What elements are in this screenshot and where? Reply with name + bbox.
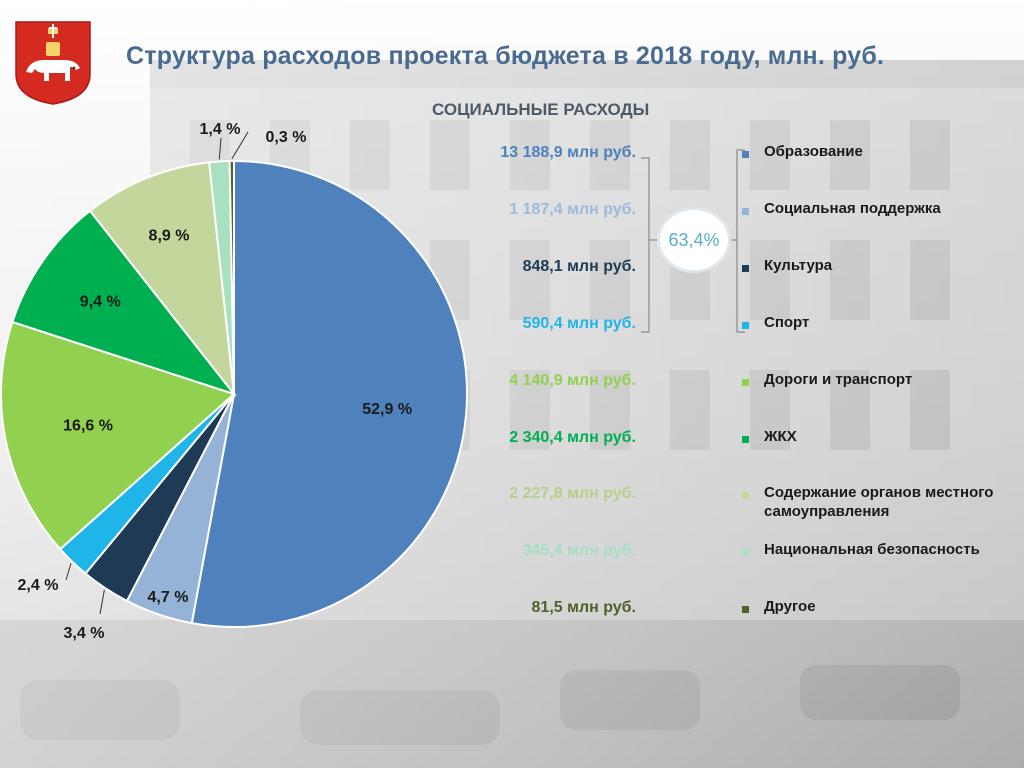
perm-coat-of-arms-icon [15,21,91,105]
pie-leader-line [231,131,249,160]
amount-value: 590,4 млн руб. [522,314,636,332]
legend-swatch [742,378,749,386]
pie-slice-label: 3,4 % [64,625,105,642]
legend-swatch [742,264,749,272]
legend-swatch [742,321,749,329]
legend-item: Культура [742,256,1018,275]
amount-value: 848,1 млн руб. [522,257,636,275]
pie-slice [11,209,237,396]
amount-value: 13 188,9 млн руб. [500,144,636,161]
legend-swatch [742,549,749,557]
pie-leader-line [65,563,72,581]
social-share-badge: 63,4% [657,207,731,273]
legend-item: Образование [742,142,1018,161]
pie-slice-label: 9,4 % [80,294,121,311]
amount-value: 4 140,9 млн руб. [509,371,636,389]
pie-leader-line [99,589,105,615]
pie-slice [88,161,236,398]
amount-value: 81,5 млн руб. [531,599,636,617]
pie-slice-label: 52,9 % [362,401,412,418]
pie-slice-label: 1,4 % [200,121,241,138]
amount-value: 1 187,4 млн руб. [509,200,636,218]
pie-slice-label: 8,9 % [149,227,190,244]
pie-slice-label: 0,3 % [266,129,307,146]
legend-swatch [742,207,749,215]
legend-item: ЖКХ [742,427,1018,446]
pie-slice [0,320,236,551]
legend-swatch [742,435,749,443]
amount-value: 2 227,8 млн руб. [509,485,636,503]
legend-item: Национальная безопасность [742,540,1018,559]
legend-label: Дороги и транспорт [764,370,913,388]
pie-leader-lines [65,131,249,615]
legend-label: Содержание органов местного самоуправлен… [764,484,994,521]
legend-label: ЖКХ [764,427,797,445]
legend-label: Образование [764,143,863,160]
pie-slices [0,159,468,628]
legend-item: Содержание органов местного самоуправлен… [742,483,1018,521]
legend-swatch [742,151,749,158]
legend-swatch [742,492,749,500]
pie-slice [190,159,468,628]
social-expenses-subtitle: СОЦИАЛЬНЫЕ РАСХОДЫ [432,100,650,119]
amount-value: 2 340,4 млн руб. [509,428,636,446]
pie-slice-label: 4,7 % [148,589,189,606]
pie-labels: 52,9 % 4,7 % 3,4 % 2,4 % 16,6 % 9,4 % 8,9 % 1,4… [18,121,413,642]
legend-label: Другое [764,598,816,616]
pie-slice-label: 16,6 % [63,418,113,435]
legend-item: Дороги и транспорт [742,370,1018,389]
legend-label: Культура [764,256,833,274]
legend-label: Национальная безопасность [764,541,980,559]
legend-label: Спорт [764,313,810,331]
legend-swatch [742,606,749,614]
amount-value: 345,4 млн руб. [522,542,636,560]
legend-item: Социальная поддержка [742,199,1018,218]
pie-slice-label: 2,4 % [18,577,59,594]
page-title: Структура расходов проекта бюджета в 201… [126,42,885,70]
pie-slice [228,159,235,395]
pie-leader-line [218,137,222,160]
legend-label: Социальная поддержка [764,199,941,217]
legend-item: Спорт [742,313,1018,332]
legend-item: Другое [742,597,1018,616]
